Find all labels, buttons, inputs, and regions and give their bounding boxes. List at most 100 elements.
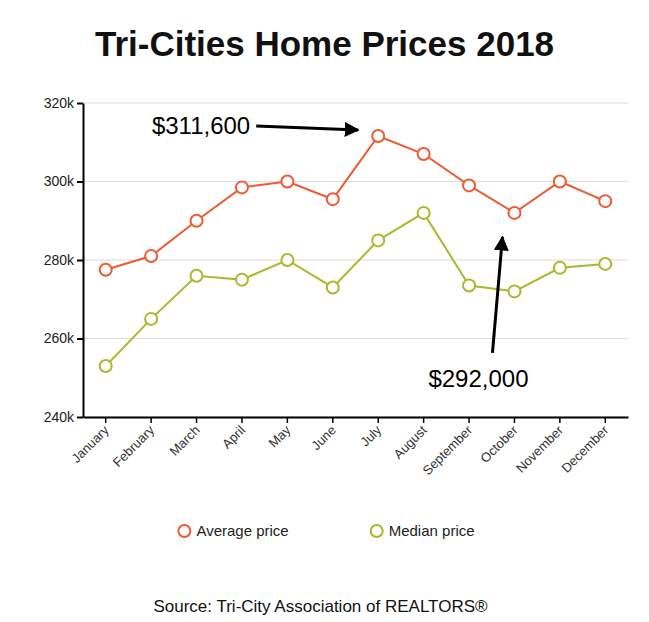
- x-tick-label: July: [357, 422, 384, 449]
- series-marker: [508, 207, 520, 219]
- series-group: [100, 130, 612, 372]
- y-tick-mark: [77, 338, 83, 340]
- x-tick: March: [167, 417, 203, 459]
- x-tick: April: [219, 417, 248, 452]
- x-tick-label: October: [477, 422, 521, 466]
- series-marker: [281, 176, 293, 188]
- series-marker: [599, 258, 611, 270]
- grid-line: [83, 181, 628, 182]
- grid: [83, 103, 628, 417]
- series-marker: [327, 281, 339, 293]
- grid-line: [83, 338, 628, 339]
- x-tick-label: April: [219, 422, 248, 451]
- series-line: [106, 213, 606, 366]
- x-tick: January: [69, 417, 113, 466]
- legend-item: Median price: [371, 522, 475, 539]
- x-tick-mark: [150, 417, 152, 423]
- x-tick-mark: [377, 417, 379, 423]
- y-tick-label: 300k: [44, 173, 75, 189]
- series-marker: [281, 254, 293, 266]
- annotations: $311,600 $292,000: [152, 112, 529, 392]
- series-marker: [191, 215, 203, 227]
- series-marker: [599, 195, 611, 207]
- y-tick-mark: [77, 260, 83, 262]
- x-tick-label: November: [513, 422, 566, 475]
- x-tick-label: February: [110, 422, 158, 470]
- series-marker: [372, 130, 384, 142]
- x-tick-mark: [605, 417, 607, 423]
- series-marker: [372, 234, 384, 246]
- series-marker: [554, 176, 566, 188]
- y-tick-label: 240k: [44, 409, 75, 425]
- x-tick: June: [308, 417, 339, 453]
- x-tick-mark: [241, 417, 243, 423]
- legend-item: Average price: [178, 522, 288, 539]
- grid-line: [83, 260, 628, 261]
- series-marker: [145, 313, 157, 325]
- series-marker: [236, 181, 248, 193]
- x-tick-label: March: [167, 423, 203, 459]
- plot: 240k 260k 280k 300k 320k JanuaryFebruaryMarch…: [44, 95, 629, 478]
- y-tick-mark: [77, 417, 83, 419]
- x-tick: December: [558, 417, 611, 476]
- x-tick-mark: [514, 417, 516, 423]
- y-tick: 260k: [44, 330, 83, 346]
- grid-line: [83, 103, 628, 104]
- x-tick-label: September: [420, 422, 476, 478]
- x-tick-mark: [423, 417, 425, 423]
- series-marker: [327, 193, 339, 205]
- x-tick-mark: [287, 417, 289, 423]
- series-marker: [236, 274, 248, 286]
- x-axis: JanuaryFebruaryMarch April May June July Augu…: [69, 417, 629, 478]
- x-tick-label: May: [266, 422, 294, 450]
- series-marker: [191, 270, 203, 282]
- x-tick-mark: [559, 417, 561, 423]
- chart: Tri-Cities Home Prices 2018 240k 260k 280k 3…: [0, 0, 649, 622]
- x-tick: October: [477, 417, 521, 466]
- x-tick: May: [266, 417, 294, 450]
- x-tick: September: [420, 417, 476, 478]
- x-axis-line: [84, 417, 629, 419]
- series-marker: [554, 262, 566, 274]
- series-marker: [145, 250, 157, 262]
- legend-marker: [371, 525, 383, 537]
- x-tick-label: June: [308, 423, 339, 454]
- series-marker: [100, 360, 112, 372]
- grid-line: [83, 417, 628, 418]
- annotation-label: $311,600: [152, 112, 250, 139]
- y-tick-label: 280k: [44, 252, 75, 268]
- legend: Average price Median price: [178, 522, 474, 539]
- x-tick: February: [110, 417, 158, 470]
- series-marker: [463, 179, 475, 191]
- source: Source: Tri-City Association of REALTORS…: [153, 597, 488, 616]
- series-marker: [100, 264, 112, 276]
- x-tick-mark: [196, 417, 198, 423]
- y-tick: 320k: [44, 95, 83, 111]
- title: Tri-Cities Home Prices 2018: [95, 24, 554, 63]
- y-tick: 300k: [44, 173, 83, 189]
- x-tick: August: [391, 417, 430, 462]
- annotation-arrow: [256, 126, 358, 130]
- y-tick-mark: [77, 103, 83, 105]
- y-tick: 240k: [44, 409, 83, 425]
- series-marker: [418, 148, 430, 160]
- y-tick-label: 260k: [44, 330, 75, 346]
- x-tick: July: [357, 417, 384, 449]
- annotation-arrow: [492, 237, 502, 353]
- x-tick-label: December: [558, 422, 611, 475]
- x-tick-mark: [105, 417, 107, 423]
- x-tick-label: August: [391, 422, 430, 461]
- legend-label: Average price: [196, 522, 288, 539]
- y-tick: 280k: [44, 252, 83, 268]
- y-tick-mark: [77, 181, 83, 183]
- series-marker: [463, 280, 475, 292]
- y-axis: 240k 260k 280k 300k 320k: [44, 95, 84, 425]
- x-tick-mark: [468, 417, 470, 423]
- series-line: [106, 136, 606, 270]
- annotation-label: $292,000: [428, 365, 528, 392]
- series-marker: [508, 285, 520, 297]
- legend-label: Median price: [389, 522, 475, 539]
- series-marker: [418, 207, 430, 219]
- x-tick-mark: [332, 417, 334, 423]
- y-tick-label: 320k: [44, 95, 75, 111]
